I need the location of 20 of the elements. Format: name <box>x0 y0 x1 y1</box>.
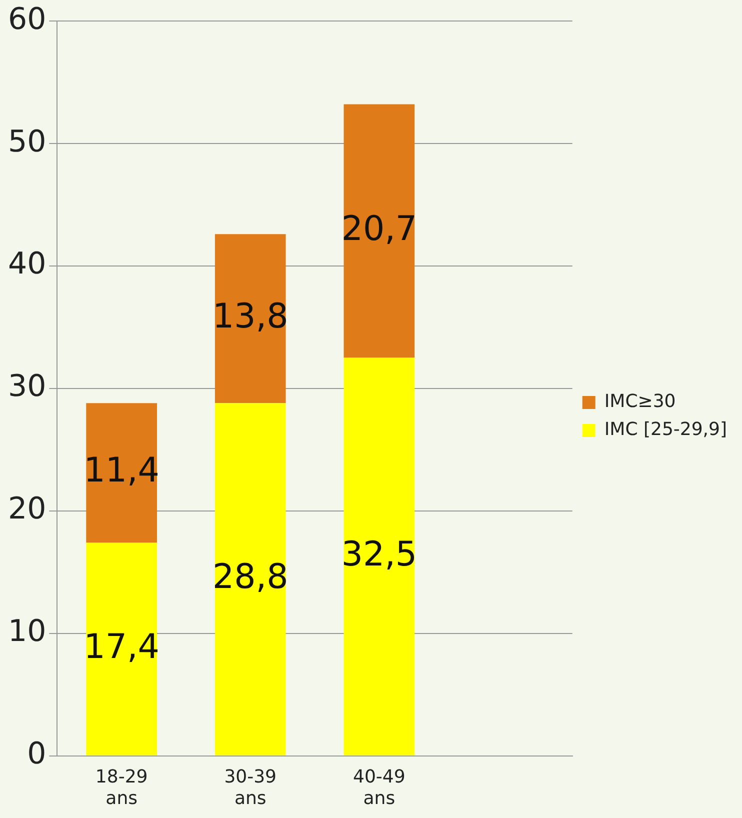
data-label: 20,7 <box>341 208 418 249</box>
x-tick-label: 18-29 ans <box>95 766 148 809</box>
bar <box>344 104 415 358</box>
data-label: 13,8 <box>212 296 288 336</box>
bar <box>214 403 286 756</box>
y-tick-label: 0 <box>27 736 46 772</box>
data-label: 28,8 <box>212 557 288 598</box>
legend-label: IMC [25-29,9] <box>604 419 728 440</box>
y-tick-label: 50 <box>8 124 46 160</box>
y-tick-label: 20 <box>8 492 46 527</box>
y-tick-label: 30 <box>8 369 46 404</box>
bar <box>344 358 415 756</box>
y-tick-label: 10 <box>8 614 46 650</box>
x-tick-label: 30-39 ans <box>224 766 277 809</box>
y-tick-label: 40 <box>8 246 46 282</box>
legend-label: IMC≥30 <box>604 391 676 412</box>
data-label: 32,5 <box>341 534 418 574</box>
bar <box>214 234 286 404</box>
x-tick-label: 40-49 ans <box>353 766 406 809</box>
y-tick-label: 60 <box>8 2 46 37</box>
